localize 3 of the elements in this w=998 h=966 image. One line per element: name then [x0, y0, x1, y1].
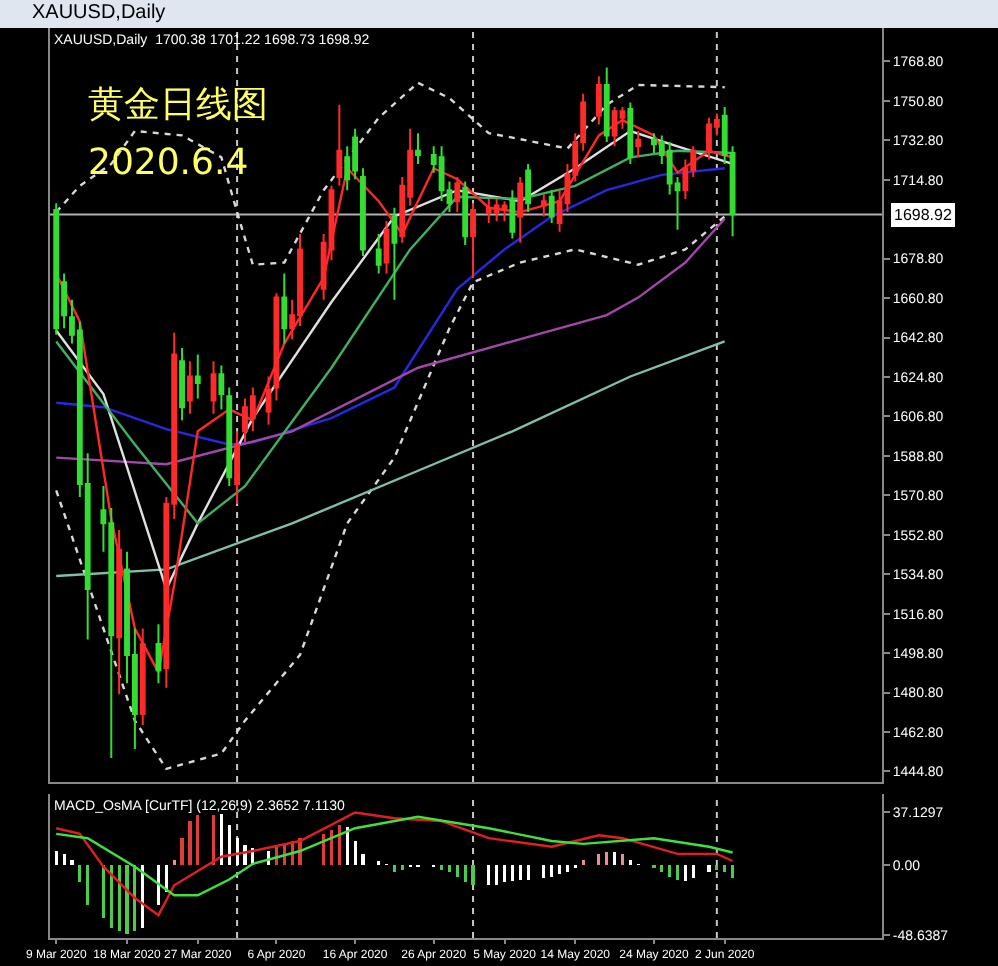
- chart-title: XAUUSD,Daily: [0, 0, 998, 28]
- ref-line-label: 1698.92: [894, 206, 953, 224]
- annotation: 黄金日线图: [88, 84, 268, 126]
